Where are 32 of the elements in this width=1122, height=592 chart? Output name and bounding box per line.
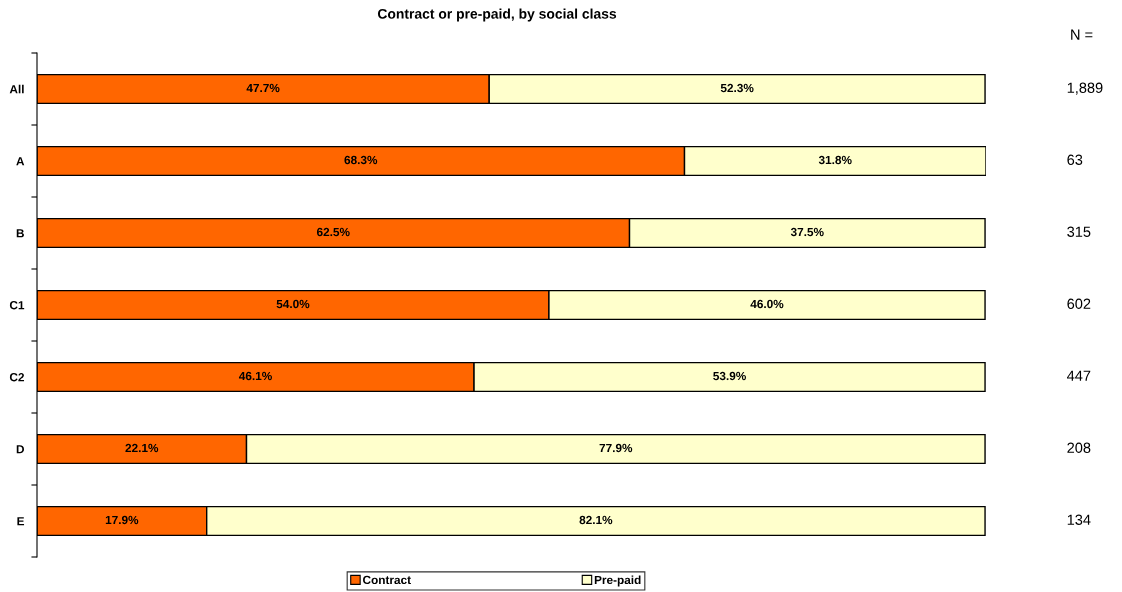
y-tick-label: B (16, 229, 24, 238)
data-label: 17.9% (105, 515, 139, 525)
text: N = (1071, 29, 1093, 40)
text: 208 (1067, 442, 1091, 453)
y-tick-label: All (9, 84, 24, 94)
data-label: 54.0% (276, 299, 310, 309)
data-label: 68.3% (344, 155, 378, 165)
data-label: 47.7% (246, 83, 280, 93)
data-label: 62.5% (316, 227, 350, 237)
legend-label: Contract (363, 575, 411, 585)
data-label: 77.9% (599, 443, 633, 453)
data-label: 46.0% (750, 299, 784, 309)
data-label: 46.1% (238, 371, 272, 381)
text: 602 (1067, 298, 1091, 309)
legend-label: Pre-paid (594, 575, 641, 587)
y-tick-label: A (16, 157, 25, 166)
data-label: 37.5% (790, 227, 824, 237)
data-label: 82.1% (579, 515, 613, 525)
data-label: 52.3% (720, 83, 754, 93)
text: 1,889 (1067, 82, 1103, 95)
text: 134 (1067, 514, 1091, 525)
text: 63 (1067, 154, 1083, 165)
text: 447 (1067, 370, 1091, 381)
data-label: 53.9% (713, 371, 746, 381)
chart-title: Contract or pre-paid, by social class (377, 8, 617, 22)
y-tick-label: E (17, 517, 25, 526)
y-tick-label: C2 (9, 373, 25, 382)
y-tick-label: D (16, 445, 24, 454)
y-tick-label: C1 (9, 301, 25, 310)
data-label: 22.1% (125, 443, 159, 453)
text: 315 (1067, 226, 1091, 237)
data-label: 31.8% (818, 155, 852, 165)
